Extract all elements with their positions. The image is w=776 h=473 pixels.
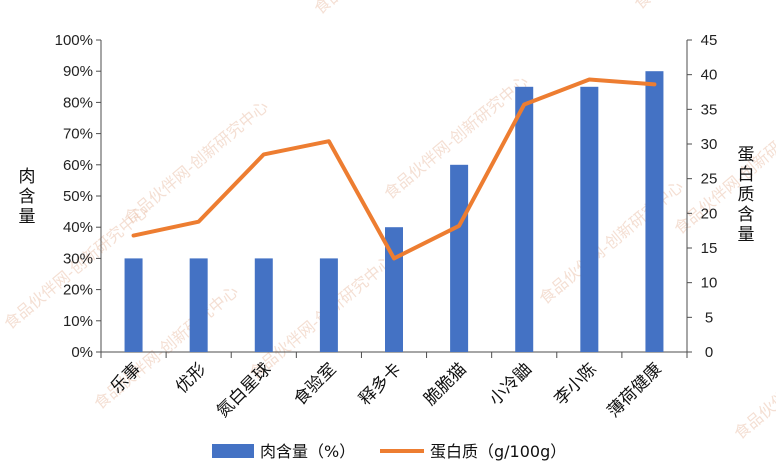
left-tick-label: 100% [55, 32, 93, 49]
category-label: 食验室 [290, 359, 340, 409]
watermark-text: 食品伙伴网-创新研究中心 [90, 282, 241, 413]
left-tick-label: 0% [71, 344, 93, 361]
category-labels: 乐事 优形 氮白星球 食验室 释多卡 脆脆猫 小冷鼬 李小陈 薄荷健康 [107, 359, 666, 421]
right-tick-label: 20 [701, 205, 718, 222]
watermark-text: 食品伙伴网-创新研究中心 [630, 0, 776, 13]
watermark-text: 食品伙伴网-创新研究中心 [670, 107, 776, 238]
left-axis-title-char: 含 [19, 187, 36, 207]
left-axis-title: 肉含量 [19, 167, 36, 227]
left-tick-label: 60% [63, 157, 93, 174]
legend-line-label: 蛋白质（g/100g） [430, 442, 566, 461]
right-tick-label: 30 [701, 136, 718, 153]
right-tick-label: 35 [701, 101, 718, 118]
legend-bar-swatch [212, 444, 254, 458]
right-tick-label: 45 [701, 32, 718, 49]
bar [385, 227, 403, 352]
bar [515, 86, 534, 353]
line-series [131, 77, 657, 261]
left-tick-label: 50% [63, 188, 93, 205]
left-axis-title-char: 肉 [19, 167, 36, 187]
watermark-text: 食品伙伴网-创新研究中心 [730, 312, 776, 443]
right-axis-title-char: 蛋 [738, 145, 755, 165]
bar [319, 258, 338, 352]
left-axis-title-char: 量 [19, 207, 36, 227]
right-tick-label: 25 [701, 171, 718, 188]
right-axis-title-char: 白 [738, 165, 755, 185]
left-tick-label: 10% [63, 313, 93, 330]
left-tick-label: 40% [63, 219, 93, 236]
category-label: 薄荷健康 [604, 359, 666, 421]
right-axis-title-char: 含 [738, 205, 755, 225]
bar [645, 71, 664, 352]
left-tick-label: 70% [63, 126, 93, 143]
left-tick-label: 80% [63, 94, 93, 111]
left-tick-label: 90% [63, 63, 93, 80]
right-axis-title-char: 质 [738, 185, 755, 205]
category-label: 李小陈 [551, 359, 601, 409]
right-tick-label: 40 [701, 67, 718, 84]
watermark-text: 食品伙伴网-创新研究中心 [535, 177, 686, 308]
bar [450, 164, 469, 352]
category-label: 氮白星球 [213, 359, 275, 421]
right-tick-label: 5 [705, 309, 713, 326]
bar [580, 86, 599, 353]
right-tick-label: 0 [705, 344, 713, 361]
right-tick-label: 10 [701, 275, 718, 292]
legend: 肉含量（%） 蛋白质（g/100g） [212, 442, 566, 461]
category-label: 小冷鼬 [486, 359, 536, 409]
right-tick-label: 15 [701, 240, 718, 257]
bar [124, 258, 143, 352]
watermark-text: 食品伙伴网-创新研究中心 [310, 0, 461, 18]
right-axis-title-char: 量 [738, 225, 755, 245]
category-label: 优形 [172, 359, 210, 397]
category-label: 脆脆猫 [420, 359, 470, 409]
left-tick-label: 20% [63, 282, 93, 299]
bar-series [124, 71, 664, 353]
legend-bar-label: 肉含量（%） [260, 442, 355, 461]
bar [189, 258, 208, 352]
left-tick-label: 30% [63, 250, 93, 267]
category-label: 释多卡 [355, 359, 405, 409]
bar [254, 258, 273, 352]
